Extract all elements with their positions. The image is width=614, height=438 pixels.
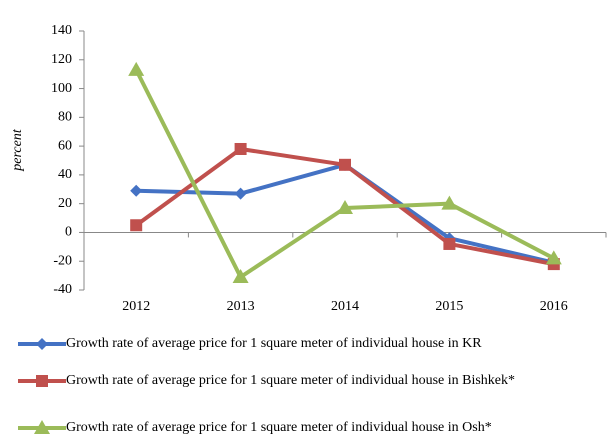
marker bbox=[545, 250, 562, 265]
legend-label: Growth rate of average price for 1 squar… bbox=[66, 420, 492, 435]
marker bbox=[337, 199, 353, 214]
legend-label: Growth rate of average price for 1 squar… bbox=[66, 336, 482, 351]
y-tick-label: -20 bbox=[53, 253, 72, 268]
legend-item: Growth rate of average price for 1 squar… bbox=[16, 417, 614, 438]
marker bbox=[443, 237, 456, 250]
x-tick-label: 2014 bbox=[331, 299, 359, 314]
chart: percent -40 -20 0 20 40 60 80 100 120 140 2012 2013… bbox=[10, 23, 607, 314]
marker bbox=[339, 158, 351, 171]
legend-item: Growth rate of average price for 1 squar… bbox=[16, 370, 614, 391]
legend-swatch bbox=[18, 338, 66, 350]
y-tick-label: 120 bbox=[51, 52, 72, 67]
marker bbox=[441, 195, 458, 210]
x-tick-label: 2016 bbox=[540, 299, 568, 314]
marker bbox=[130, 184, 143, 197]
marker bbox=[234, 187, 247, 200]
marker bbox=[232, 269, 249, 284]
marker bbox=[128, 61, 145, 76]
legend-marker bbox=[36, 375, 48, 387]
y-tick-label: 0 bbox=[65, 225, 72, 240]
marker bbox=[234, 142, 247, 155]
x-tick-label: 2013 bbox=[227, 299, 255, 314]
legend-swatch bbox=[18, 375, 66, 387]
legend-marker bbox=[36, 338, 48, 350]
y-tick-label: 20 bbox=[58, 196, 72, 211]
y-axis-label: percent bbox=[10, 128, 25, 172]
x-tick-label: 2012 bbox=[122, 299, 150, 314]
y-tick-label: 100 bbox=[51, 81, 72, 96]
y-tick-label: 140 bbox=[51, 23, 72, 38]
legend-swatch bbox=[18, 420, 66, 434]
y-tick-label: 80 bbox=[58, 110, 72, 125]
marker bbox=[130, 219, 143, 232]
x-tick-label: 2015 bbox=[435, 299, 463, 314]
legend-label: Growth rate of average price for 1 squar… bbox=[66, 373, 516, 388]
legend-marker bbox=[34, 420, 50, 434]
y-tick-label: 40 bbox=[58, 167, 72, 182]
legend-item: Growth rate of average price for 1 squar… bbox=[16, 333, 614, 354]
y-tick-label: 60 bbox=[58, 138, 72, 153]
y-tick-label: -40 bbox=[53, 282, 72, 297]
